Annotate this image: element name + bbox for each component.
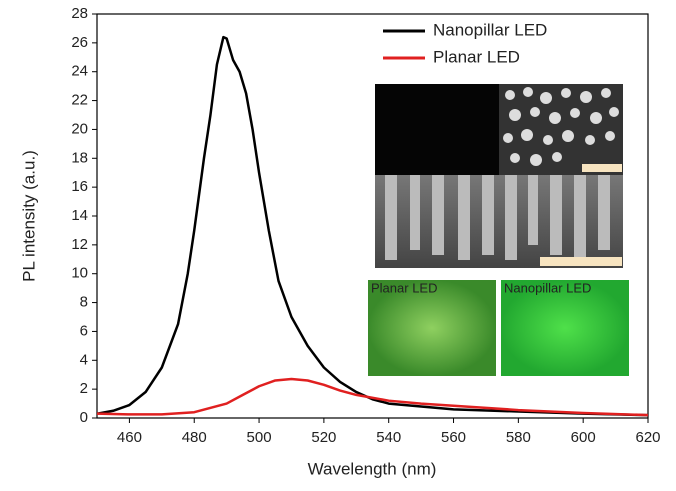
- y-tick-label: 12: [71, 236, 88, 253]
- x-tick-label: 500: [247, 429, 272, 446]
- scale-bar: [540, 257, 622, 266]
- y-tick-label: 14: [71, 207, 88, 224]
- x-tick-label: 520: [311, 429, 336, 446]
- x-tick-label: 620: [635, 429, 660, 446]
- y-tick-label: 28: [71, 5, 88, 22]
- y-tick-label: 20: [71, 120, 88, 137]
- pillars: [385, 175, 610, 260]
- x-tick-label: 460: [117, 429, 142, 446]
- x-tick-label: 480: [182, 429, 207, 446]
- legend-label: Nanopillar LED: [433, 20, 547, 39]
- y-tick-label: 4: [80, 351, 88, 368]
- x-tick-label: 600: [571, 429, 596, 446]
- x-tick-label: 540: [376, 429, 401, 446]
- y-tick-label: 24: [71, 63, 88, 80]
- y-tick-label: 2: [80, 380, 88, 397]
- x-axis-label: Wavelength (nm): [308, 459, 437, 478]
- series-line: [96, 35, 649, 417]
- y-tick-label: 8: [80, 294, 88, 311]
- inset-planar: [368, 280, 496, 376]
- inset-images: Planar LED Nanopillar LED: [368, 84, 629, 376]
- scale-bar: [582, 164, 622, 172]
- inset-label: Planar LED: [371, 280, 437, 295]
- y-tick-label: 26: [71, 34, 88, 51]
- x-tick-label: 580: [506, 429, 531, 446]
- series-line: [96, 377, 649, 417]
- y-tick-label: 6: [80, 322, 88, 339]
- inset-dark: [375, 84, 499, 175]
- sem-dots: [503, 87, 619, 166]
- legend-label: Planar LED: [433, 47, 520, 66]
- inset-nanopillar: [501, 280, 629, 376]
- y-tick-label: 22: [71, 92, 88, 109]
- y-tick-label: 16: [71, 178, 88, 195]
- inset-label: Nanopillar LED: [504, 280, 591, 295]
- y-axis-label: PL intensity (a.u.): [19, 150, 38, 282]
- x-tick-label: 560: [441, 429, 466, 446]
- y-tick-label: 0: [80, 409, 88, 426]
- y-tick-label: 10: [71, 265, 88, 282]
- y-tick-label: 18: [71, 149, 88, 166]
